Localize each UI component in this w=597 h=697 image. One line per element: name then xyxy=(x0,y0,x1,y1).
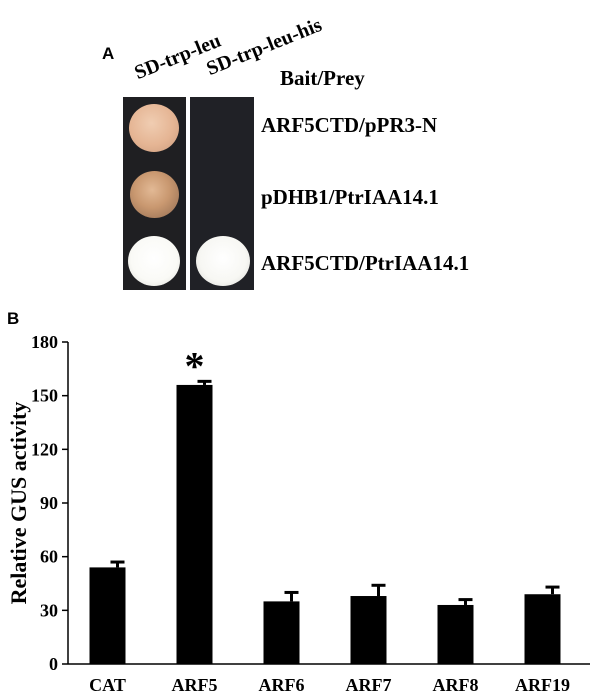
x-tick-label-cat: CAT xyxy=(89,675,126,695)
bar-arf8 xyxy=(437,604,474,664)
bar-cat xyxy=(89,567,126,664)
bar-chart: 0 30 60 90 120 150 180 Relative GUS activity CAT… xyxy=(6,332,590,695)
y-tick-label: 120 xyxy=(31,439,58,459)
bar-arf5 xyxy=(176,384,213,664)
colony-row3-col1 xyxy=(128,236,180,286)
y-tick-label: 150 xyxy=(31,386,58,406)
colony-row3-col2 xyxy=(196,236,250,286)
x-tick-label-arf19: ARF19 xyxy=(515,675,570,695)
row-label-3: ARF5CTD/PtrIAA14.1 xyxy=(261,251,470,275)
x-tick-label-arf7: ARF7 xyxy=(346,675,392,695)
colony-row1-col1 xyxy=(129,104,179,152)
y-tick-label: 90 xyxy=(40,493,58,513)
x-tick-label-arf6: ARF6 xyxy=(259,675,305,695)
x-tick-label-arf5: ARF5 xyxy=(172,675,218,695)
bait-prey-header: Bait/Prey xyxy=(280,66,365,90)
panel-a-letter: A xyxy=(102,44,115,63)
row-label-2: pDHB1/PtrIAA14.1 xyxy=(261,185,439,209)
panel-b-letter: B xyxy=(7,309,20,328)
bar-arf7 xyxy=(350,596,387,664)
row-label-1: ARF5CTD/pPR3-N xyxy=(261,113,438,137)
plate-strip-sd-trp-leu xyxy=(123,97,186,290)
bar-arf6 xyxy=(263,601,300,664)
colony-row2-col1 xyxy=(130,171,179,218)
y-tick-label: 60 xyxy=(40,547,58,567)
significance-marker: * xyxy=(185,343,205,388)
x-tick-label-arf8: ARF8 xyxy=(433,675,479,695)
y-tick-label: 180 xyxy=(31,332,58,352)
bar-arf19 xyxy=(524,594,561,664)
y-axis-label: Relative GUS activity xyxy=(6,402,31,605)
y-tick-label: 0 xyxy=(49,654,58,674)
y-tick-label: 30 xyxy=(40,600,58,620)
plate-strip-sd-trp-leu-his xyxy=(190,97,254,290)
